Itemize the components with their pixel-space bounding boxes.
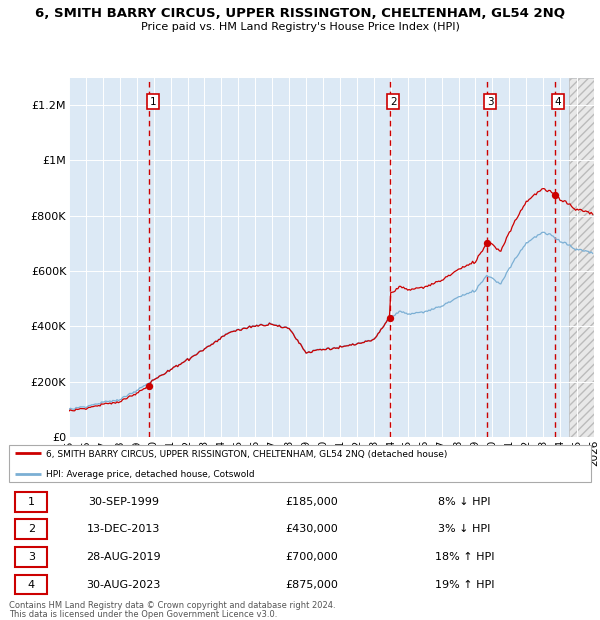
Text: 19% ↑ HPI: 19% ↑ HPI	[435, 580, 494, 590]
Text: £185,000: £185,000	[286, 497, 338, 507]
FancyBboxPatch shape	[15, 520, 47, 539]
Text: This data is licensed under the Open Government Licence v3.0.: This data is licensed under the Open Gov…	[9, 610, 277, 619]
Text: £875,000: £875,000	[286, 580, 338, 590]
Text: 6, SMITH BARRY CIRCUS, UPPER RISSINGTON, CHELTENHAM, GL54 2NQ: 6, SMITH BARRY CIRCUS, UPPER RISSINGTON,…	[35, 7, 565, 20]
FancyBboxPatch shape	[9, 445, 591, 482]
Point	[145, 381, 154, 391]
Text: Price paid vs. HM Land Registry's House Price Index (HPI): Price paid vs. HM Land Registry's House …	[140, 22, 460, 32]
Text: 8% ↓ HPI: 8% ↓ HPI	[439, 497, 491, 507]
Text: 1: 1	[28, 497, 35, 507]
Text: 4: 4	[554, 97, 561, 107]
Text: 18% ↑ HPI: 18% ↑ HPI	[435, 552, 494, 562]
Text: 2: 2	[390, 97, 397, 107]
Text: 28-AUG-2019: 28-AUG-2019	[86, 552, 161, 562]
Bar	[69, 78, 569, 437]
Text: £700,000: £700,000	[286, 552, 338, 562]
Text: 6, SMITH BARRY CIRCUS, UPPER RISSINGTON, CHELTENHAM, GL54 2NQ (detached house): 6, SMITH BARRY CIRCUS, UPPER RISSINGTON,…	[46, 450, 448, 459]
Text: 30-SEP-1999: 30-SEP-1999	[88, 497, 159, 507]
FancyBboxPatch shape	[15, 492, 47, 512]
FancyBboxPatch shape	[15, 575, 47, 595]
Text: HPI: Average price, detached house, Cotswold: HPI: Average price, detached house, Cots…	[46, 470, 254, 479]
Point	[482, 239, 491, 249]
Text: £430,000: £430,000	[286, 525, 338, 534]
FancyBboxPatch shape	[15, 547, 47, 567]
Text: 4: 4	[28, 580, 35, 590]
Point	[550, 190, 559, 200]
Text: 2: 2	[28, 525, 35, 534]
Text: 30-AUG-2023: 30-AUG-2023	[86, 580, 161, 590]
Text: 3: 3	[28, 552, 35, 562]
Text: 13-DEC-2013: 13-DEC-2013	[87, 525, 160, 534]
Bar	[569, 78, 594, 437]
Text: 3% ↓ HPI: 3% ↓ HPI	[439, 525, 491, 534]
Point	[385, 313, 395, 323]
Text: 1: 1	[149, 97, 156, 107]
Text: 3: 3	[487, 97, 493, 107]
Text: Contains HM Land Registry data © Crown copyright and database right 2024.: Contains HM Land Registry data © Crown c…	[9, 601, 335, 611]
